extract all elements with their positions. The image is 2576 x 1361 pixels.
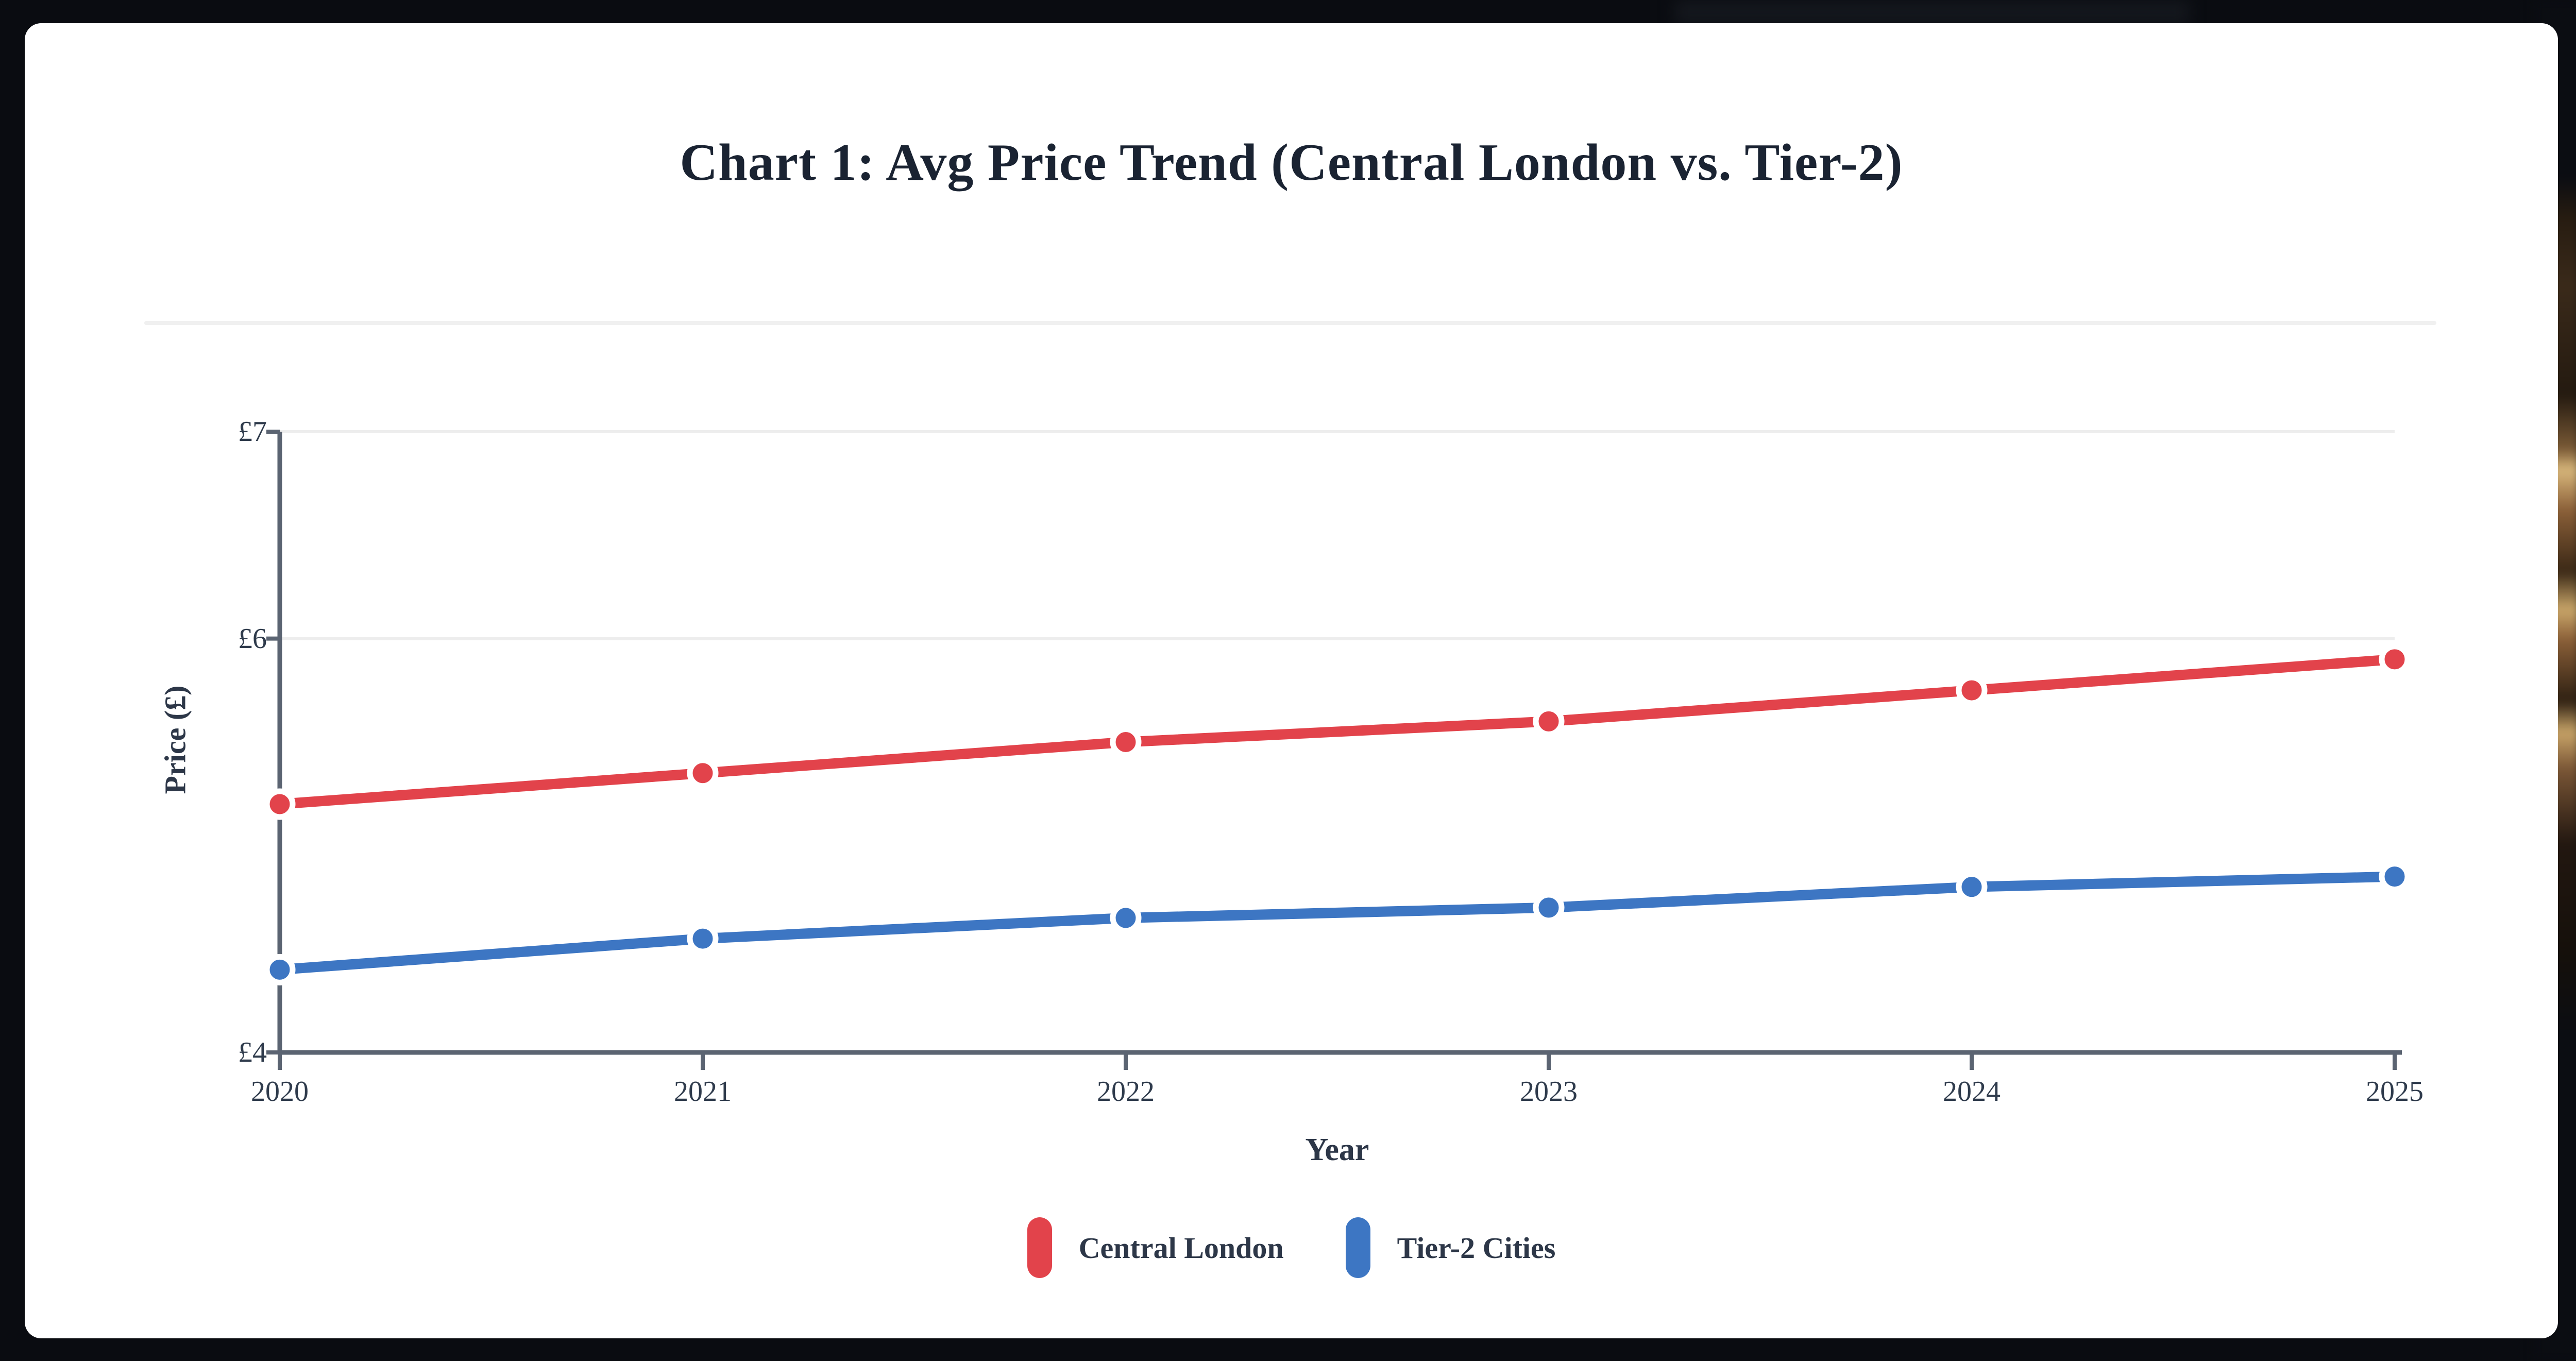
data-point[interactable]: [2379, 861, 2411, 893]
y-tick-label: £4: [238, 1036, 267, 1068]
data-point[interactable]: [264, 788, 296, 820]
x-tick-label: 2022: [1097, 1076, 1155, 1108]
series-line: [275, 871, 2400, 975]
data-point[interactable]: [687, 757, 719, 789]
x-axis-title: Year: [1305, 1132, 1369, 1167]
y-tick-label: £7: [238, 416, 267, 448]
data-point[interactable]: [1956, 871, 1988, 903]
x-tick-label: 2023: [1520, 1076, 1578, 1108]
x-tick-label: 2021: [674, 1076, 732, 1108]
chart-legend: Central London Tier-2 Cities: [25, 1217, 2558, 1278]
background-glow: [1674, 0, 2190, 25]
plot-area: [264, 430, 2411, 1070]
data-point[interactable]: [1110, 902, 1142, 934]
plot-area-svg: [264, 430, 2411, 1070]
data-point[interactable]: [1956, 674, 1988, 706]
chart-title: Chart 1: Avg Price Trend (Central London…: [680, 133, 1903, 192]
data-point[interactable]: [2379, 643, 2411, 675]
y-tick-label: £6: [238, 622, 267, 655]
data-point[interactable]: [1533, 705, 1565, 737]
data-point[interactable]: [687, 923, 719, 955]
x-tick-label: 2024: [1943, 1076, 2001, 1108]
chart-card: Chart 1: Avg Price Trend (Central London…: [25, 23, 2558, 1338]
x-tick-label: 2025: [2366, 1076, 2424, 1108]
legend-label-central-london: Central London: [1078, 1231, 1284, 1265]
legend-item-central-london[interactable]: Central London: [1027, 1217, 1284, 1278]
section-divider: [144, 321, 2436, 325]
x-tick-label: 2020: [251, 1076, 309, 1108]
legend-swatch-tier2-cities: [1345, 1217, 1370, 1278]
legend-label-tier2-cities: Tier-2 Cities: [1397, 1231, 1556, 1265]
legend-item-tier2-cities[interactable]: Tier-2 Cities: [1345, 1217, 1556, 1278]
data-point[interactable]: [1110, 726, 1142, 758]
data-point[interactable]: [1533, 892, 1565, 924]
series-line: [275, 654, 2400, 809]
data-point[interactable]: [264, 954, 296, 985]
legend-swatch-central-london: [1027, 1217, 1052, 1278]
y-axis-title: Price (£): [158, 685, 192, 794]
